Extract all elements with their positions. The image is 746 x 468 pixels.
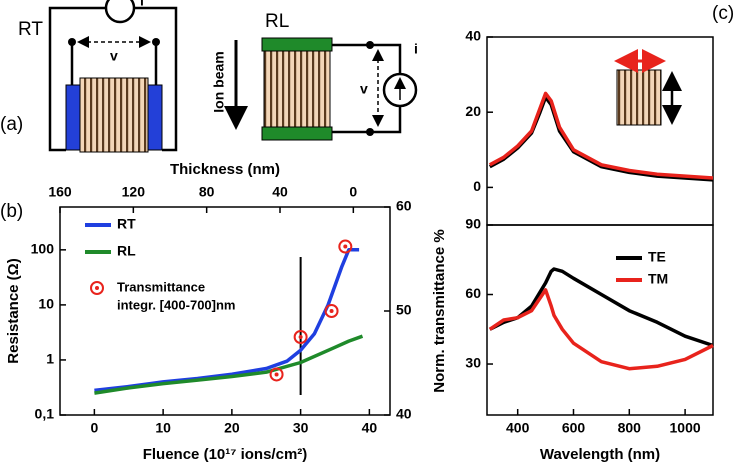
- x2-tick-label: 160: [48, 184, 72, 200]
- circuit-longitudinal: [224, 37, 418, 141]
- label: RL: [265, 11, 289, 32]
- y-tick-label: 100: [31, 241, 55, 257]
- x-tick-label: 30: [293, 420, 309, 436]
- circuit-transverse: [48, 0, 178, 153]
- marker-dot: [274, 372, 279, 377]
- wire: [70, 42, 158, 85]
- x-tick-label: 20: [224, 420, 240, 436]
- label: i: [140, 0, 144, 9]
- current-source: [104, 0, 136, 24]
- y-tick-label: 90: [465, 216, 481, 232]
- contact: [68, 38, 76, 46]
- y-tick-label: 1: [46, 351, 54, 367]
- marker-dot: [343, 244, 348, 249]
- legend-marker-dot: [95, 286, 99, 290]
- y2-tick-label: 60: [396, 198, 412, 214]
- series-line: [488, 91, 714, 180]
- x2-tick-label: 0: [349, 184, 357, 200]
- electrode: [65, 84, 81, 151]
- y2-tick-label: 50: [396, 302, 412, 318]
- plot-frame: [486, 36, 714, 226]
- contact: [366, 128, 374, 136]
- plot-frame: [486, 224, 714, 416]
- x2-tick-label: 120: [122, 184, 146, 200]
- legend-marker: [90, 281, 104, 295]
- wire: [330, 43, 402, 134]
- x-tick-label: 1000: [670, 420, 701, 436]
- x2-axis-label: Thickness (nm): [170, 161, 280, 178]
- series-line: [488, 288, 714, 371]
- y2-tick-label: 40: [396, 406, 412, 422]
- marker-dot: [329, 309, 334, 313]
- x-axis-label: Wavelength (nm): [540, 446, 660, 463]
- legend-label: RL: [117, 243, 136, 259]
- panel-label: (a): [0, 114, 23, 135]
- y-tick-label: 30: [465, 355, 481, 371]
- series-line: [489, 267, 714, 348]
- y-tick-label: 20: [465, 103, 481, 119]
- y2-axis-label: Norm. transmittance %: [431, 229, 448, 392]
- electrode: [261, 126, 333, 141]
- marker: [338, 239, 353, 254]
- label: v: [360, 81, 368, 97]
- electrode: [147, 84, 163, 151]
- wire: [48, 6, 178, 152]
- contact: [152, 38, 160, 46]
- y-axis-label: Resistance (Ω): [5, 258, 22, 363]
- y-tick-label: 0,1: [35, 406, 55, 422]
- panel-label: (c): [712, 3, 734, 24]
- x2-tick-label: 80: [199, 184, 215, 200]
- grating: [79, 77, 149, 153]
- y-tick-label: 0: [473, 178, 481, 194]
- label: i: [414, 41, 418, 57]
- legend-label: Transmittance: [117, 279, 205, 294]
- x-tick-label: 600: [562, 420, 586, 436]
- x-tick-label: 400: [506, 420, 530, 436]
- series-line: [94, 248, 360, 393]
- grating: [263, 49, 331, 129]
- x-tick-label: 800: [618, 420, 642, 436]
- inset: [614, 49, 682, 126]
- marker: [269, 367, 284, 382]
- legend-label: TE: [648, 249, 666, 265]
- grating: [616, 69, 662, 126]
- label: RT: [18, 19, 43, 40]
- electrode: [261, 37, 333, 52]
- x-axis-label: Fluence (10¹⁷ ions/cm²): [143, 446, 308, 463]
- x2-tick-label: 40: [272, 184, 288, 200]
- y-tick-label: 40: [465, 28, 481, 44]
- legend-label: integr. [400-700]nm: [117, 297, 236, 312]
- marker-dot: [298, 335, 303, 339]
- label: Ion beam: [211, 51, 227, 112]
- label: v: [110, 48, 118, 64]
- marker: [293, 330, 308, 344]
- x-tick-label: 40: [362, 420, 378, 436]
- panel-label: (b): [0, 201, 23, 222]
- series-line: [94, 334, 364, 395]
- x-tick-label: 0: [90, 420, 98, 436]
- contact: [366, 41, 374, 49]
- y-tick-label: 60: [465, 285, 481, 301]
- y-tick-label: 10: [38, 296, 54, 312]
- legend-label: TM: [648, 271, 668, 287]
- legend-label: RT: [117, 216, 136, 232]
- marker: [324, 304, 339, 318]
- x-tick-label: 10: [155, 420, 171, 436]
